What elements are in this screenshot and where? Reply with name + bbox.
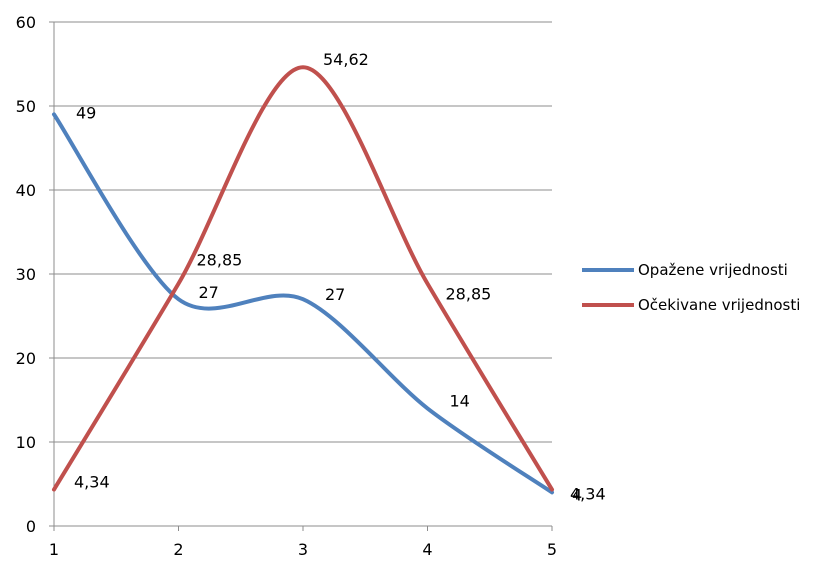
data-label: 4 [572,485,582,504]
y-tick-label: 10 [16,433,36,452]
data-point [177,282,180,286]
data-label: 4,34 [570,485,606,504]
data-point [550,490,554,494]
y-tick-label: 50 [16,97,36,116]
legend-label: Očekivane vrijednosti [638,296,800,314]
legend-label: Opažene vrijednosti [638,261,788,279]
data-point [550,488,554,492]
x-tick-label: 2 [173,540,183,559]
data-label: 54,62 [323,50,369,69]
y-tick-label: 60 [16,13,36,32]
data-label: 28,85 [197,251,243,270]
y-tick-label: 40 [16,181,36,200]
data-label: 49 [76,103,96,122]
data-point [426,282,429,286]
x-tick-label: 1 [49,540,59,559]
data-label: 27 [199,283,219,302]
y-tick-label: 20 [16,349,36,368]
x-tick-label: 5 [547,540,557,559]
data-point [177,297,180,301]
x-tick-label: 4 [422,540,432,559]
data-label: 28,85 [446,285,492,304]
data-label: 4,34 [74,473,110,492]
data-point [301,65,305,69]
data-point [426,406,429,410]
data-label: 27 [325,285,345,304]
series-line-2 [52,65,554,492]
x-tick-label: 3 [298,540,308,559]
data-point [52,112,56,116]
data-label: 14 [450,391,470,410]
y-tick-label: 0 [26,517,36,536]
data-point [301,297,305,301]
data-point [52,488,56,492]
y-tick-label: 30 [16,265,36,284]
